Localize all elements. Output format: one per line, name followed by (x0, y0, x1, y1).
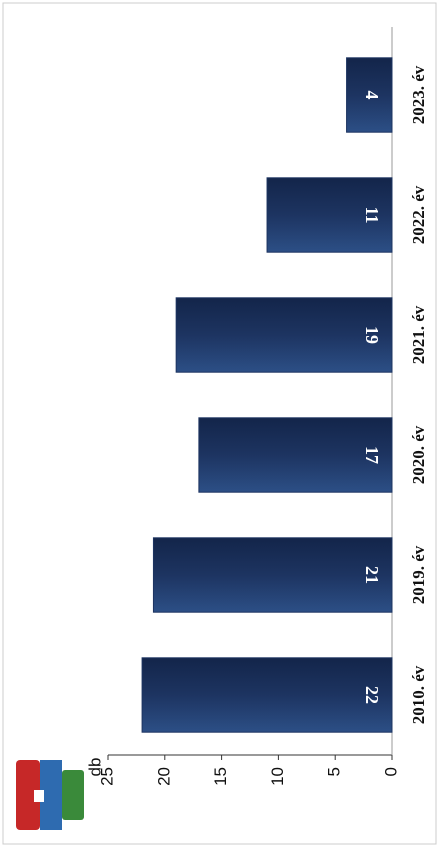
x-tick-label: 2010. év (409, 665, 428, 724)
data-label: 11 (362, 206, 382, 223)
plot: db 0 5 10 15 20 25 2010. év 22 2019. év 21 2020. é… (85, 27, 428, 786)
data-label: 21 (362, 566, 382, 584)
bar (346, 57, 393, 133)
data-label: 17 (362, 446, 382, 464)
y-tick-label: 10 (268, 767, 287, 786)
x-tick-label: 2021. év (409, 305, 428, 364)
bar (266, 177, 393, 253)
y-tick-label: 25 (97, 767, 116, 786)
y-axis-label: db (85, 758, 104, 777)
bar (152, 537, 393, 613)
x-tick-label: 2019. év (409, 545, 428, 604)
data-label: 4 (362, 91, 382, 100)
y-tick-label: 15 (211, 767, 230, 786)
data-label: 19 (362, 326, 382, 344)
bar (198, 417, 393, 493)
y-tick-label: 5 (325, 767, 344, 776)
y-tick-label: 0 (381, 767, 400, 776)
logo (16, 760, 84, 830)
x-tick-label: 2020. év (409, 425, 428, 484)
y-tick-label: 20 (154, 767, 173, 786)
x-tick-label: 2023. év (409, 65, 428, 124)
bar (141, 657, 393, 733)
data-label: 22 (362, 686, 382, 704)
bar (175, 297, 393, 373)
x-tick-label: 2022. év (409, 185, 428, 244)
